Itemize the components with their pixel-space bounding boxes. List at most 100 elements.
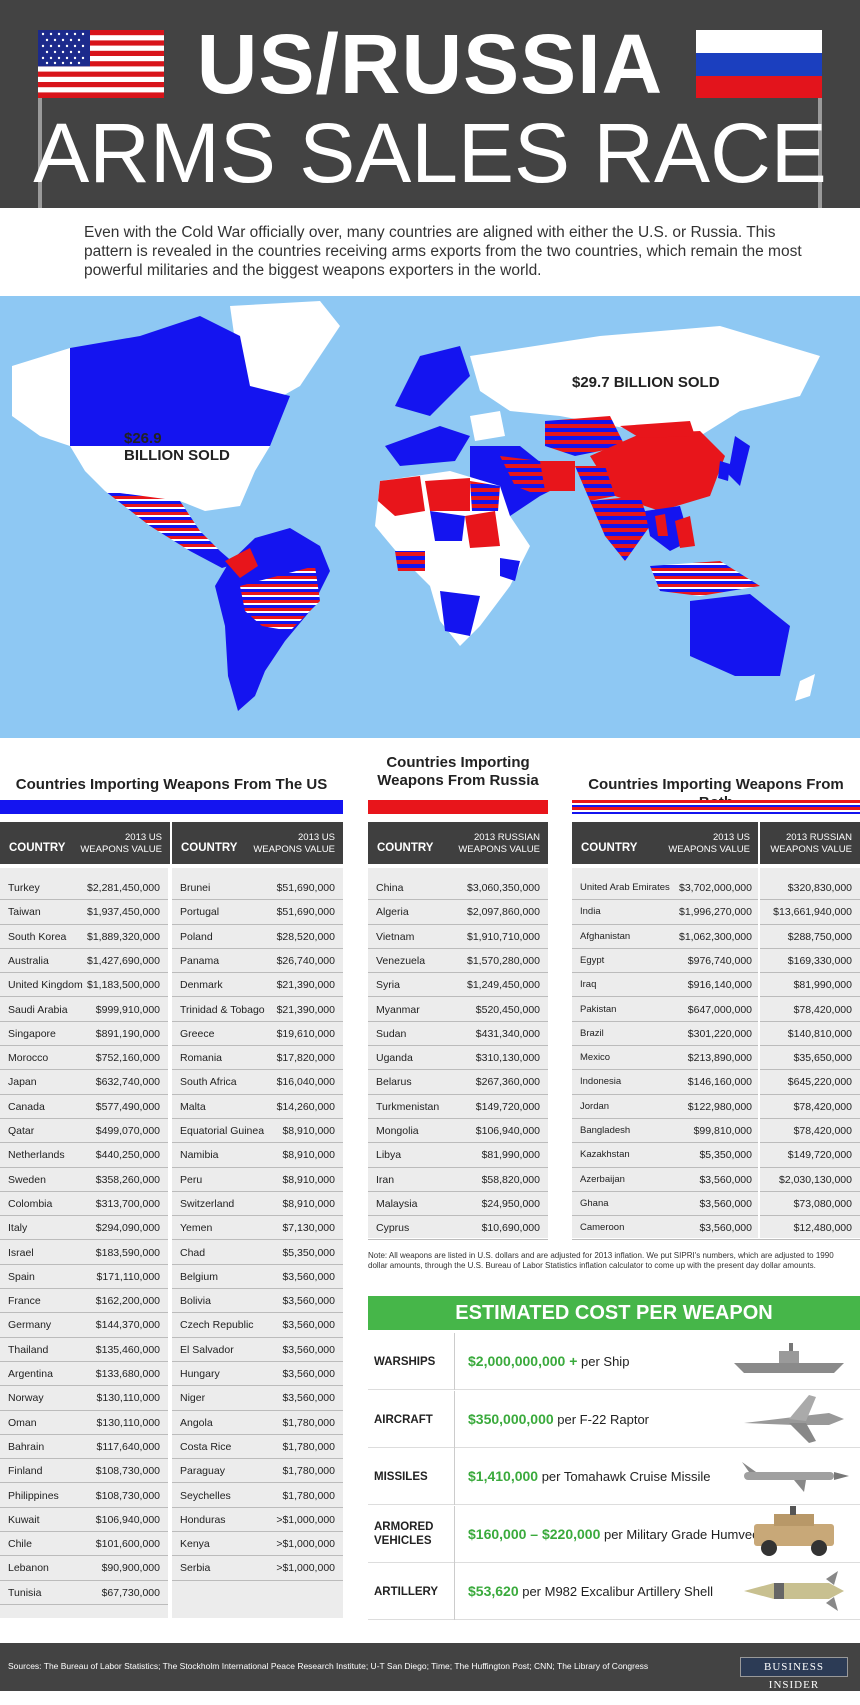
table-row: Chile $101,600,000 [0,1532,168,1557]
country-name: Uganda [376,1052,413,1065]
country-name: Germany [8,1319,52,1332]
country-name: Oman [8,1416,37,1429]
country-name: Brunei [180,882,211,894]
weapons-value: $752,160,000 [95,1052,160,1065]
cost-amount: $160,000 – $220,000 [468,1525,601,1542]
weapons-value: $520,450,000 [475,1003,540,1016]
weapons-value: $144,370,000 [95,1319,160,1332]
country-name: Finland [8,1465,43,1478]
table-row: Philippines $108,730,000 [0,1484,168,1508]
cost-row: ARMORED VEHICLES $160,000 – $220,000 per … [368,1505,860,1563]
weapons-value: $1,910,710,000 [467,930,540,943]
table-row: China $3,060,350,000 [368,876,548,901]
weapons-value: >$1,000,000 [276,1562,335,1575]
both-table-header-russia: 2013 RUSSIAN WEAPONS VALUE [760,822,860,864]
table-row: Jordan $122,980,000 $78,420,000 [572,1095,860,1119]
table-row: Uganda $310,130,000 [368,1046,548,1071]
row-divider [454,1333,455,1390]
country-name: Iraq [580,979,597,991]
country-name: Bangladesh [580,1125,631,1136]
country-name: Romania [180,1052,223,1065]
weapons-value: $171,110,000 [96,1270,160,1283]
weapons-value: $183,590,000 [95,1246,160,1259]
country-name: South Korea [8,930,67,943]
country-name: Syria [376,979,400,992]
table-row: Cameroon $3,560,000 $12,480,000 [572,1216,860,1241]
russia-table-header: COUNTRY 2013 RUSSIAN WEAPONS VALUE [368,822,548,864]
country-name: Philippines [8,1489,59,1502]
table-row: Pakistan $647,000,000 $78,420,000 [572,998,860,1022]
weapons-value: $130,110,000 [96,1392,160,1405]
table-row: Argentina $133,680,000 [0,1362,168,1387]
weapons-value: $3,060,350,000 [467,882,540,894]
table-row: Seychelles $1,780,000 [172,1484,343,1508]
table-row: Finland $108,730,000 [0,1459,168,1484]
country-name: Serbia [180,1562,211,1575]
table-row: El Salvador $3,560,000 [172,1338,343,1362]
russia-weapons-value: $288,750,000 [787,930,852,943]
weapons-value: $3,560,000 [282,1295,335,1308]
russia-weapons-value: $12,480,000 [793,1222,852,1235]
country-name: United Arab Emirates [580,882,670,893]
weapons-value: $999,910,000 [95,1003,160,1016]
russia-weapons-value: $320,830,000 [787,882,852,894]
country-name: Cameroon [580,1222,625,1234]
value-header: 2013 US WEAPONS VALUE [668,832,750,855]
weapons-value: $5,350,000 [282,1246,335,1259]
country-name: Indonesia [580,1076,622,1088]
table-row: Kenya >$1,000,000 [172,1532,343,1557]
country-name: South Africa [180,1076,237,1089]
country-name: Hungary [180,1368,220,1380]
cost-text: $53,620 per M982 Excalibur Artillery She… [468,1583,713,1600]
table-row: Egypt $976,740,000 $169,330,000 [572,949,860,974]
country-name: Afghanistan [580,930,631,942]
weapons-value: $3,560,000 [282,1319,335,1332]
weapons-value: $81,990,000 [481,1149,540,1162]
footer: Sources: The Bureau of Labor Statistics;… [0,1643,860,1691]
weapons-value: $577,490,000 [95,1100,160,1113]
table-row: Saudi Arabia $999,910,000 [0,998,168,1022]
russia-weapons-value: $78,420,000 [793,1003,852,1016]
country-name: Egypt [580,954,605,966]
cost-unit: per Tomahawk Cruise Missile [538,1469,711,1484]
table-row: Ghana $3,560,000 $73,080,000 [572,1192,860,1217]
weapons-value: $162,200,000 [95,1295,160,1308]
us-section-title: Countries Importing Weapons From The US [15,776,328,793]
table-row: Mexico $213,890,000 $35,650,000 [572,1046,860,1071]
country-name: Colombia [8,1197,53,1210]
russia-weapons-value: $140,810,000 [787,1027,852,1040]
weapon-category: MISSILES [374,1471,428,1483]
country-name: Panama [180,954,220,967]
country-name: Belarus [376,1076,412,1089]
table-row: Switzerland $8,910,000 [172,1192,343,1217]
country-name: Equatorial Guinea [180,1125,265,1137]
cost-unit: per Military Grade Humvee [600,1526,760,1542]
us-weapons-value: $301,220,000 [687,1027,752,1040]
country-name: India [580,906,601,918]
table-row: Peru $8,910,000 [172,1168,343,1192]
country-name: Sudan [376,1027,407,1040]
weapons-value: $2,097,860,000 [467,906,540,919]
country-name: Angola [180,1416,213,1429]
cost-title: ESTIMATED COST PER WEAPON [368,1296,860,1330]
table-row: Bahrain $117,640,000 [0,1435,168,1460]
table-row: Cyprus $10,690,000 [368,1216,548,1241]
table-row: Equatorial Guinea $8,910,000 [172,1119,343,1144]
us-weapons-value: $5,350,000 [699,1149,752,1162]
table-row: Norway $130,110,000 [0,1386,168,1411]
weapons-value: >$1,000,000 [276,1513,335,1526]
cost-unit: per Ship [577,1354,630,1369]
country-name: Jordan [580,1100,610,1112]
table-row: Afghanistan $1,062,300,000 $288,750,000 [572,925,860,949]
weapon-category: AIRCRAFT [374,1413,433,1426]
world-map: $26.9 BILLION SOLD $29.7 BILLION SOLD [0,296,860,738]
cost-text: $350,000,000 per F-22 Raptor [468,1411,649,1428]
cost-row: ARTILLERY $53,620 per M982 Excalibur Arti… [368,1563,860,1620]
country-name: Morocco [8,1052,49,1065]
us-table-left: Turkey $2,281,450,000 Taiwan $1,937,450,000… [0,868,168,1618]
country-name: Israel [8,1246,34,1259]
country-name: Poland [180,930,213,943]
table-row: Belarus $267,360,000 [368,1070,548,1095]
country-name: Niger [180,1392,206,1405]
weapons-value: $8,910,000 [282,1197,335,1210]
